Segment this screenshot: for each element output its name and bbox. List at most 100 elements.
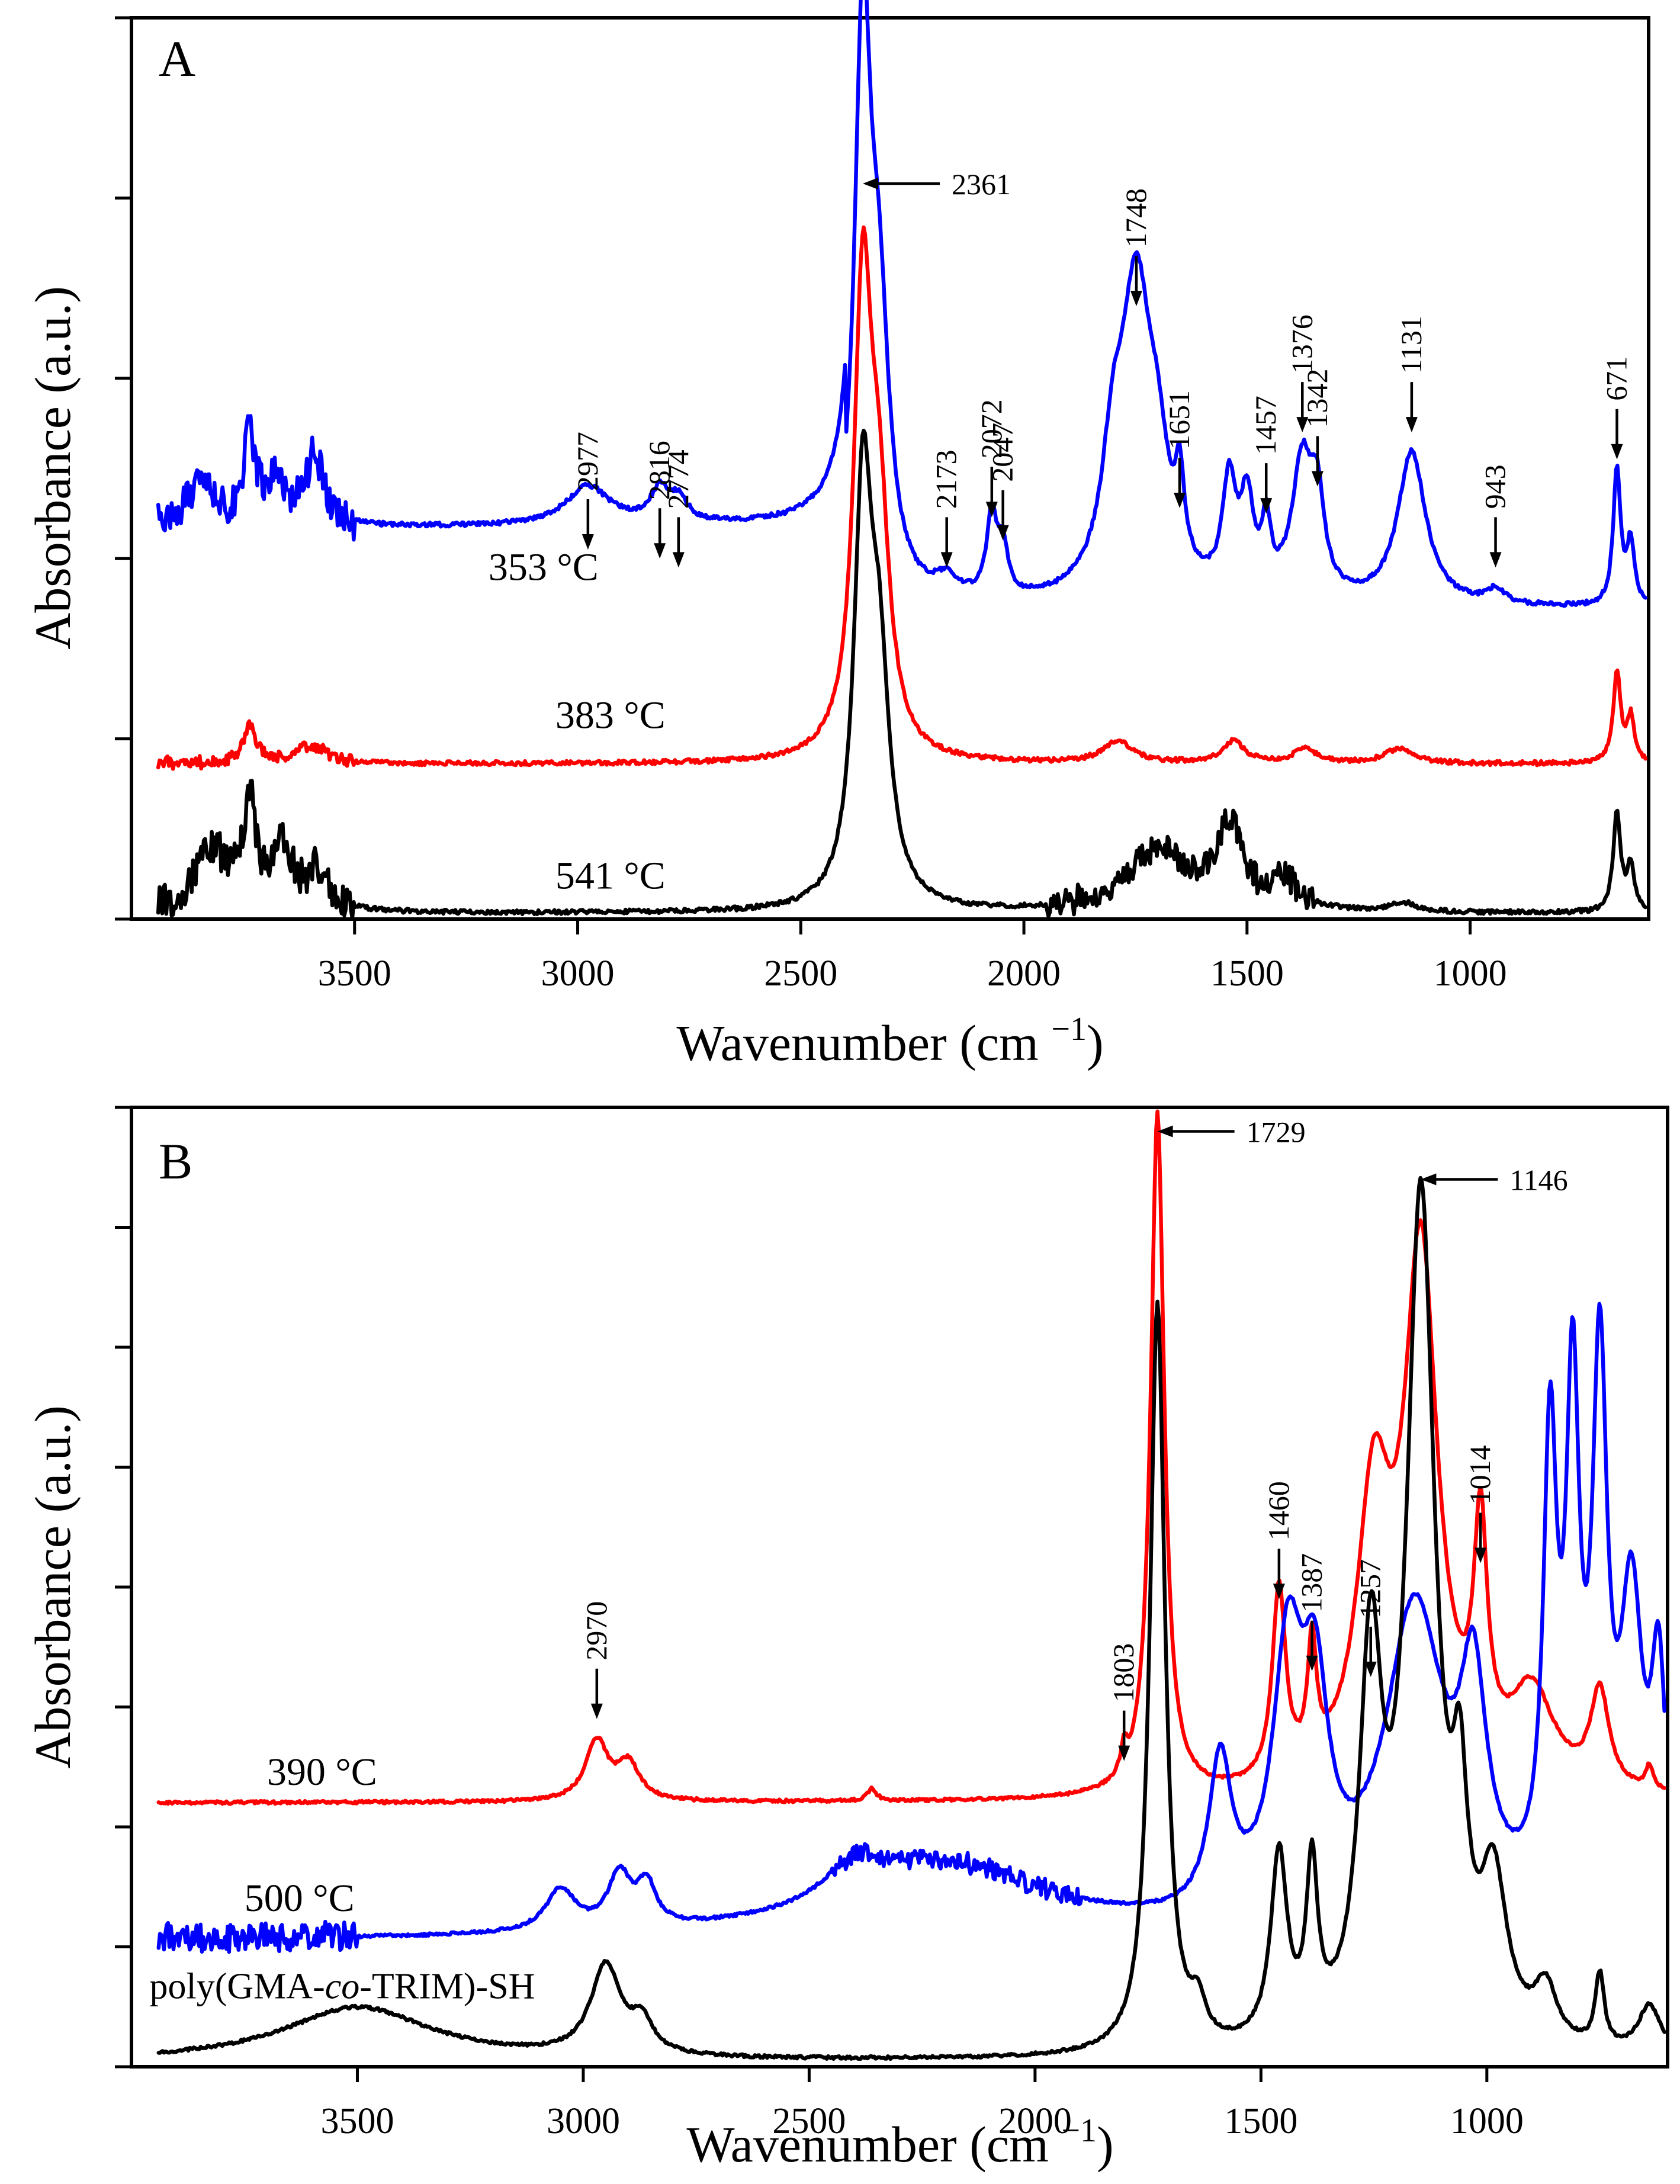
annotation-label: 1131 bbox=[1395, 316, 1428, 374]
annotation-2173: 2173 bbox=[930, 449, 963, 568]
series-line-1 bbox=[156, 225, 1647, 771]
panel-b-xlabel-main: Wavenumber (cm bbox=[686, 2116, 1061, 2173]
annotation-label: 1376 bbox=[1285, 314, 1318, 374]
panel-b-series: 390 °C 500 °C poly(GMA-co-TRIM)-SH bbox=[150, 1109, 1666, 2061]
x-tick-label: 3500 bbox=[320, 2101, 394, 2141]
arrow-head bbox=[1489, 552, 1502, 568]
arrow-head bbox=[1118, 1745, 1130, 1761]
annotation-label: 1146 bbox=[1509, 1164, 1567, 1197]
series-label-part: -TRIM)-SH bbox=[359, 1967, 535, 2007]
arrow-head bbox=[1475, 1547, 1487, 1563]
annotation-2047: 2047 bbox=[986, 423, 1019, 541]
arrow-head bbox=[672, 552, 685, 568]
annotation-label: 1387 bbox=[1295, 1553, 1328, 1613]
annotation-2816: 2816 bbox=[643, 441, 676, 559]
annotation-label: 2970 bbox=[580, 1601, 613, 1661]
annotation-2072: 2072 bbox=[975, 399, 1008, 518]
x-tick-label: 3500 bbox=[318, 953, 391, 994]
panel-b-ylabel: Absorbance (a.u.) bbox=[24, 1405, 81, 1769]
panel-a-xlabel: Wavenumber (cm −1) bbox=[676, 1011, 1103, 1071]
arrow-head bbox=[582, 534, 594, 550]
series-label-1: 500 °C bbox=[245, 1877, 355, 1920]
annotation-label: 2173 bbox=[930, 449, 963, 509]
x-tick-label: 2000 bbox=[987, 953, 1061, 994]
x-tick-label: 1500 bbox=[1210, 953, 1284, 994]
arrow-head bbox=[1306, 1655, 1318, 1671]
series-label-2: 541 °C bbox=[555, 854, 666, 897]
panel-b: B 3500 3000 2500 2000 1500 1000 390 °C 500 °C p… bbox=[24, 1106, 1669, 2173]
annotation-label: 943 bbox=[1479, 464, 1512, 509]
annotation-2774: 2774 bbox=[661, 449, 695, 568]
annotation-1387: 1387 bbox=[1295, 1553, 1328, 1671]
panel-b-xlabel-close: ) bbox=[1097, 2116, 1114, 2173]
panel-b-xlabel: Wavenumber (cm −1) bbox=[686, 2112, 1113, 2173]
annotation-2361: 2361 bbox=[863, 168, 1011, 201]
panel-a-x-ticks: 3500 3000 2500 2000 1500 1000 bbox=[318, 919, 1507, 994]
panel-a: A 3500 3000 2500 2000 1500 1000 353 °C 383 °C 5… bbox=[24, 0, 1650, 1071]
arrow-head bbox=[1260, 498, 1273, 514]
panel-a-frame bbox=[130, 16, 1650, 921]
annotation-label: 1748 bbox=[1119, 188, 1152, 248]
arrow-head bbox=[1130, 291, 1142, 307]
series-line-1 bbox=[156, 1302, 1666, 1954]
annotation-label: 1729 bbox=[1247, 1116, 1306, 1149]
panel-a-label: A bbox=[159, 30, 195, 87]
annotation-1460: 1460 bbox=[1262, 1481, 1295, 1600]
annotation-1729: 1729 bbox=[1157, 1116, 1306, 1149]
annotation-label: 2977 bbox=[571, 432, 604, 491]
panel-b-y-ticks bbox=[115, 1106, 131, 2069]
arrow-head bbox=[1311, 471, 1324, 487]
annotation-1146: 1146 bbox=[1421, 1164, 1568, 1197]
x-tick-label: 2500 bbox=[772, 2101, 846, 2141]
arrow-head bbox=[863, 178, 879, 190]
annotation-label: 2047 bbox=[986, 423, 1019, 482]
annotation-label: 1457 bbox=[1249, 396, 1282, 455]
annotation-1748: 1748 bbox=[1119, 188, 1152, 307]
series-line-2 bbox=[156, 428, 1647, 920]
panel-b-xlabel-sup: −1 bbox=[1061, 2112, 1097, 2149]
panel-b-label: B bbox=[159, 1133, 192, 1190]
arrow-head bbox=[997, 525, 1009, 541]
arrow-head bbox=[940, 552, 953, 568]
arrow-head bbox=[1611, 444, 1623, 460]
annotation-671: 671 bbox=[1599, 356, 1633, 460]
annotation-1457: 1457 bbox=[1249, 396, 1282, 514]
series-label-0: 390 °C bbox=[267, 1751, 377, 1794]
series-line-0 bbox=[156, 1109, 1666, 1806]
x-tick-label: 1500 bbox=[1224, 2101, 1297, 2141]
panel-a-y-ticks bbox=[115, 16, 131, 921]
series-line-2 bbox=[156, 1175, 1666, 2061]
x-tick-label: 1000 bbox=[1450, 2101, 1524, 2141]
series-label-part: co bbox=[325, 1967, 360, 2007]
panel-b-x-ticks: 3500 3000 2500 2000 1500 1000 bbox=[320, 2067, 1524, 2141]
arrow-head bbox=[1296, 417, 1309, 433]
annotation-1342: 1342 bbox=[1300, 368, 1334, 487]
x-tick-label: 2500 bbox=[764, 953, 837, 994]
series-label-part: poly(GMA- bbox=[150, 1967, 325, 2007]
series-line-0 bbox=[156, 0, 1647, 608]
x-tick-label: 1000 bbox=[1434, 953, 1507, 994]
annotation-1651: 1651 bbox=[1162, 390, 1196, 508]
annotation-label: 1342 bbox=[1300, 368, 1334, 428]
annotation-label: 2361 bbox=[952, 168, 1011, 201]
arrow-head bbox=[1364, 1661, 1377, 1677]
panel-a-series: 353 °C 383 °C 541 °C bbox=[156, 0, 1647, 920]
x-tick-label: 3000 bbox=[547, 2101, 620, 2141]
series-label-0: 353 °C bbox=[489, 546, 599, 589]
annotation-label: 1257 bbox=[1354, 1559, 1387, 1618]
arrow-head bbox=[1157, 1125, 1173, 1138]
annotation-label: 1014 bbox=[1463, 1446, 1496, 1505]
annotation-1131: 1131 bbox=[1395, 316, 1428, 433]
annotation-label: 2774 bbox=[661, 449, 695, 509]
arrow-head bbox=[590, 1703, 603, 1719]
annotation-label: 1651 bbox=[1162, 390, 1196, 449]
annotation-label: 2816 bbox=[643, 441, 676, 500]
panel-a-xlabel-main: Wavenumber (cm bbox=[676, 1014, 1051, 1071]
annotation-label: 2072 bbox=[975, 399, 1008, 458]
annotation-2977: 2977 bbox=[571, 432, 604, 550]
panel-a-ylabel: Absorbance (a.u.) bbox=[24, 286, 81, 650]
series-label-2: poly(GMA-co-TRIM)-SH bbox=[150, 1967, 535, 2007]
x-tick-label: 2000 bbox=[998, 2101, 1072, 2141]
